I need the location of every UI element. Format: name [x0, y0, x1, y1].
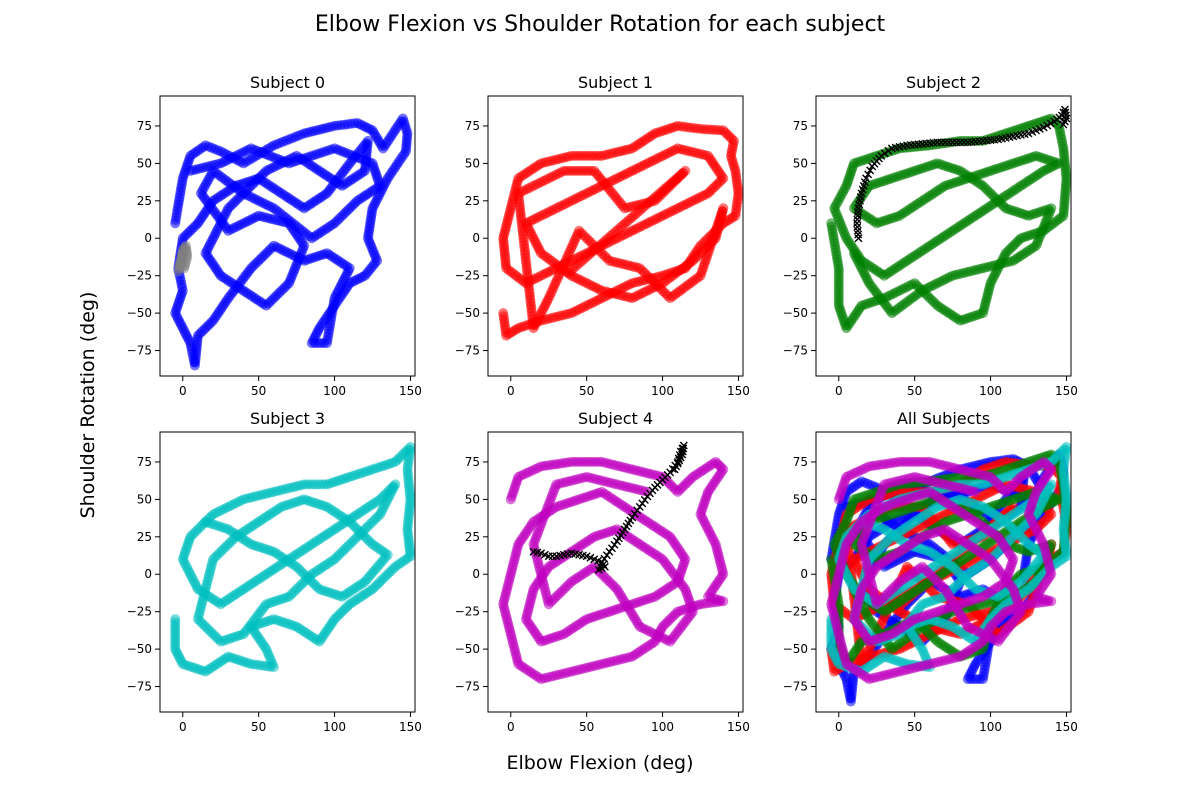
y-tick-label: 50: [137, 492, 152, 506]
x-tick-label: 50: [579, 720, 594, 734]
data-point-x: [1061, 108, 1070, 117]
data-point: [200, 516, 211, 527]
plot-area: [170, 113, 413, 371]
data-point-x: [679, 444, 688, 453]
y-tick-label: 50: [793, 156, 808, 170]
axes-frame: [159, 95, 416, 377]
data-point-x: [877, 151, 886, 160]
x-tick-label: 150: [399, 720, 422, 734]
y-tick-label: −25: [783, 269, 808, 283]
y-tick-label: 0: [144, 231, 152, 245]
x-tick-label: 100: [651, 384, 674, 398]
y-tick-label: 75: [137, 119, 152, 133]
y-tick-label: 75: [465, 119, 480, 133]
y-tick-label: 25: [465, 194, 480, 208]
x-tick-label: 0: [507, 720, 515, 734]
subplot-3: Subject 3 0 50 100 150 −75 −50 −25 0 25 50 75: [127, 409, 422, 734]
y-tick-label: 50: [137, 156, 152, 170]
plot-area: [498, 120, 743, 341]
y-tick-label: −50: [127, 642, 152, 656]
data-point: [185, 165, 196, 176]
x-tick-label: 150: [727, 384, 750, 398]
y-tick-label: −75: [455, 680, 480, 694]
y-tick-label: −25: [127, 269, 152, 283]
x-tick-label: 50: [579, 384, 594, 398]
x-tick-label: 0: [835, 384, 843, 398]
data-point-x: [864, 170, 873, 179]
y-tick-label: −50: [455, 306, 480, 320]
data-point: [848, 248, 859, 259]
y-tick-label: −25: [455, 605, 480, 619]
subplot-title: Subject 3: [250, 409, 325, 428]
axes-frame: [159, 431, 416, 713]
subplot-4: Subject 4 0 50 100 150 −75 −50 −25 0 25 50 75: [455, 409, 750, 734]
axes-frame: [487, 95, 744, 377]
x-tick-label: 100: [651, 720, 674, 734]
x-tick-label: 100: [979, 384, 1002, 398]
y-tick-label: 50: [465, 492, 480, 506]
y-tick-label: 75: [137, 455, 152, 469]
x-tick-label: 0: [507, 384, 515, 398]
y-tick-label: 25: [465, 530, 480, 544]
figure-title: Elbow Flexion vs Shoulder Rotation for e…: [314, 12, 886, 37]
data-point-x: [862, 174, 871, 183]
data-point-x: [1061, 111, 1070, 120]
x-tick-label: 0: [179, 384, 187, 398]
x-tick-label: 0: [179, 720, 187, 734]
axes-frame: [487, 431, 744, 713]
y-tick-label: 0: [144, 567, 152, 581]
data-point-x: [670, 465, 679, 474]
subplot-title: Subject 2: [906, 73, 981, 92]
data-point-x: [880, 149, 889, 158]
x-tick-label: 50: [251, 720, 266, 734]
plot-area: [498, 441, 729, 685]
y-tick-label: −25: [455, 269, 480, 283]
subplot-title: Subject 0: [250, 73, 325, 92]
y-tick-label: −75: [455, 344, 480, 358]
data-point: [563, 267, 574, 278]
data-point-x: [866, 166, 875, 175]
y-tick-label: 0: [472, 231, 480, 245]
subplot-title: Subject 1: [578, 73, 653, 92]
plot-area: [826, 105, 1071, 334]
data-point-x: [884, 146, 893, 155]
plot-area: [170, 442, 415, 677]
subplot-2: Subject 2 0 50 100 150 −75 −50 −25 0 25 50 75: [783, 73, 1078, 398]
x-tick-label: 100: [323, 720, 346, 734]
data-point-x: [678, 447, 687, 456]
y-tick-label: 0: [800, 231, 808, 245]
y-tick-label: −75: [127, 680, 152, 694]
subplot-title: All Subjects: [897, 409, 990, 428]
plot-area: [826, 442, 1071, 707]
x-tick-label: 150: [727, 720, 750, 734]
y-tick-label: 25: [137, 194, 152, 208]
y-tick-label: 75: [465, 455, 480, 469]
y-tick-label: 50: [465, 156, 480, 170]
y-tick-label: −50: [455, 642, 480, 656]
data-point-x: [679, 441, 688, 450]
x-tick-label: 50: [251, 384, 266, 398]
y-tick-label: −50: [127, 306, 152, 320]
data-point-x: [1059, 120, 1068, 129]
x-tick-label: 50: [907, 384, 922, 398]
subplot-1: Subject 1 0 50 100 150 −75 −50 −25 0 25 50 75: [455, 73, 750, 398]
x-tick-label: 150: [1055, 384, 1078, 398]
axes-frame: [815, 95, 1072, 377]
y-tick-label: −75: [783, 344, 808, 358]
x-tick-label: 100: [323, 384, 346, 398]
y-tick-label: −50: [783, 306, 808, 320]
subplot-0: Subject 0 0 50 100 150 −75 −50 −25 0 25 50 75: [127, 73, 422, 398]
y-tick-label: 25: [793, 194, 808, 208]
y-tick-label: 75: [793, 119, 808, 133]
x-tick-label: 150: [399, 384, 422, 398]
y-tick-label: −25: [127, 605, 152, 619]
y-tick-label: 0: [472, 567, 480, 581]
y-tick-label: 25: [137, 530, 152, 544]
subplot-title: Subject 4: [578, 409, 653, 428]
y-tick-label: −75: [127, 344, 152, 358]
data-point: [177, 248, 188, 259]
